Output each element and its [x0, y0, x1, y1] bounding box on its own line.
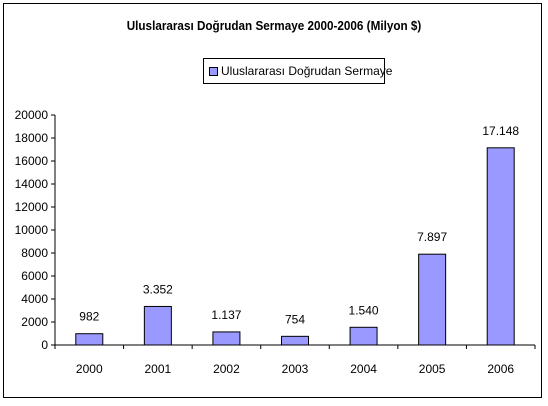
- data-label: 1.540: [349, 303, 379, 317]
- data-label: 1.137: [211, 308, 241, 322]
- y-tick-label: 6000: [21, 269, 48, 283]
- data-label: 17.148: [482, 124, 519, 138]
- legend-label: Uluslararası Doğrudan Sermaye: [221, 64, 393, 78]
- y-tick-label: 18000: [15, 131, 49, 145]
- x-tick-label: 2001: [145, 362, 172, 376]
- data-labels: 982 3.352 1.137 754 1.540 7.897 17.148: [79, 124, 519, 327]
- bar: [418, 253, 447, 346]
- bar: [212, 331, 241, 346]
- bar: [143, 305, 172, 346]
- legend: Uluslararası Doğrudan Sermaye: [203, 58, 392, 84]
- y-tick-label: 20000: [15, 108, 49, 122]
- y-tick-label: 16000: [15, 154, 49, 168]
- data-label: 754: [285, 312, 305, 326]
- bar: [281, 335, 309, 346]
- y-tick-label: 4000: [21, 292, 48, 306]
- bar: [75, 333, 104, 346]
- y-tick-label: 14000: [15, 177, 49, 191]
- x-tick-label: 2006: [487, 362, 514, 376]
- bars: [75, 147, 515, 346]
- y-tick-label: 2000: [21, 315, 48, 329]
- data-label: 3.352: [143, 282, 173, 296]
- y-tick-label: 8000: [21, 246, 48, 260]
- y-tick-label: 12000: [15, 200, 49, 214]
- x-tick-label: 2005: [419, 362, 446, 376]
- x-tick-label: 2004: [350, 362, 377, 376]
- y-tick-label: 0: [41, 338, 48, 352]
- data-label: 7.897: [417, 230, 447, 244]
- data-label: 982: [79, 310, 99, 324]
- axes: 0 2000 4000 6000 8000 10000 12000 14000 16000 180…: [15, 108, 536, 376]
- legend-swatch: [209, 66, 218, 76]
- chart-title: Uluslararası Doğrudan Sermaye 2000-2006 …: [126, 18, 422, 33]
- y-tick-label: 10000: [15, 223, 49, 237]
- x-tick-label: 2002: [213, 362, 240, 376]
- x-tick-label: 2003: [282, 362, 309, 376]
- x-tick-label: 2000: [76, 362, 103, 376]
- bar: [486, 147, 515, 346]
- bar: [349, 326, 378, 346]
